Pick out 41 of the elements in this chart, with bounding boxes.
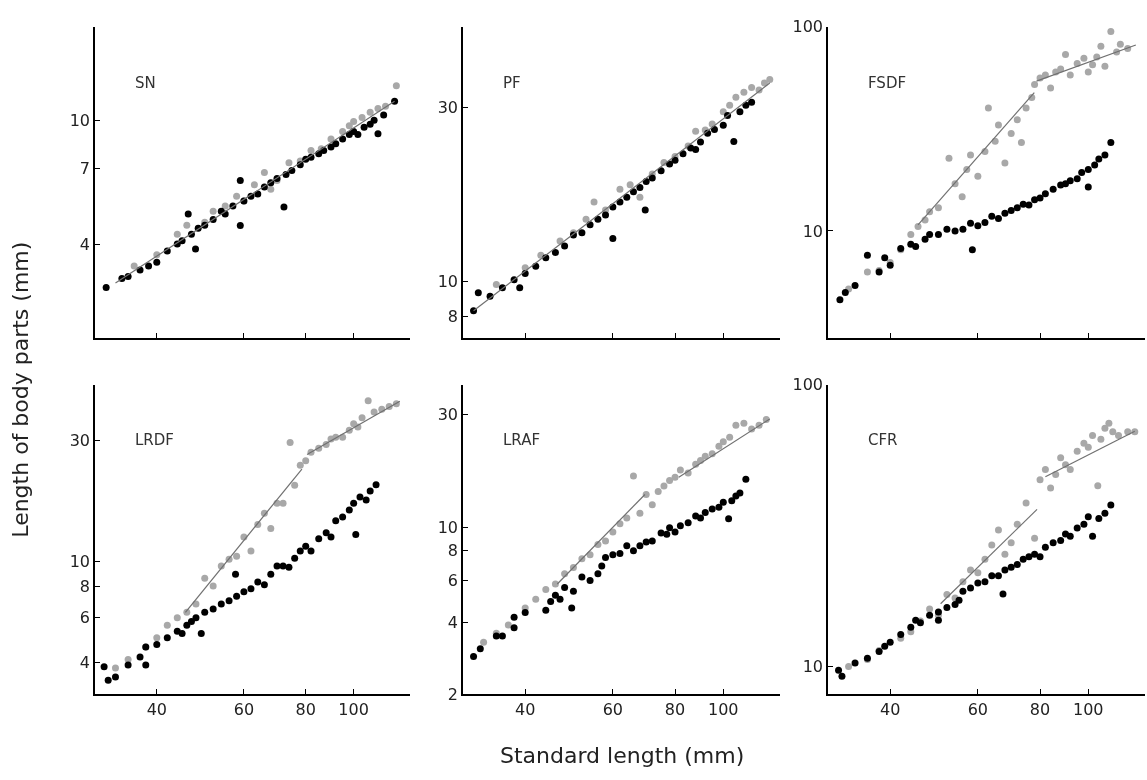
text: LRAF — [503, 431, 541, 449]
text: PF — [503, 74, 521, 92]
y-tick-label: 8 — [79, 576, 91, 596]
y-tick-label: 100 — [792, 17, 824, 37]
y-tick-label: 30 — [69, 431, 91, 451]
y-tick-label: 4 — [447, 612, 459, 632]
x-tick-label: 100 — [1073, 699, 1104, 719]
x-tick-label: 40 — [146, 699, 167, 719]
y-tick-label: 30 — [437, 404, 459, 424]
y-tick-label: 10 — [69, 110, 91, 130]
y-tick-label: 100 — [792, 375, 824, 395]
y-tick-label: 4 — [79, 234, 91, 254]
x-tick-label: 60 — [602, 699, 624, 719]
y-tick-label: 8 — [447, 541, 459, 561]
x-tick-label: 80 — [1029, 699, 1051, 719]
x-tick-label: 60 — [233, 699, 255, 719]
y-tick-label: 8 — [447, 307, 459, 327]
x-tick-label: 80 — [295, 699, 316, 719]
x-tick-label: 80 — [664, 699, 686, 719]
x-tick-label: 40 — [515, 699, 536, 719]
y-tick-label: 6 — [79, 608, 91, 628]
y-tick-label: 10 — [69, 552, 91, 572]
x-tick-label: 100 — [338, 699, 369, 719]
y-tick-label: 10 — [802, 221, 824, 241]
x-tick-label: 40 — [880, 699, 901, 719]
y-tick-label: 7 — [79, 159, 91, 179]
y-axis-title: Length of body parts (mm) — [7, 241, 33, 538]
x-tick-label: 100 — [708, 699, 739, 719]
y-tick-label: 2 — [447, 684, 459, 704]
y-tick-label: 10 — [437, 518, 459, 538]
text: LRDF — [135, 431, 174, 449]
x-axis-title: Standard length (mm) — [500, 743, 745, 768]
text: CFR — [868, 431, 898, 449]
x-tick-label: 60 — [967, 699, 989, 719]
y-tick-label: 30 — [437, 98, 459, 118]
y-tick-label: 6 — [447, 571, 459, 591]
y-tick-label: 10 — [802, 657, 824, 677]
text: SN — [135, 74, 156, 92]
text: FSDF — [868, 74, 907, 92]
y-tick-label: 10 — [437, 271, 459, 291]
y-tick-label: 4 — [79, 652, 91, 672]
